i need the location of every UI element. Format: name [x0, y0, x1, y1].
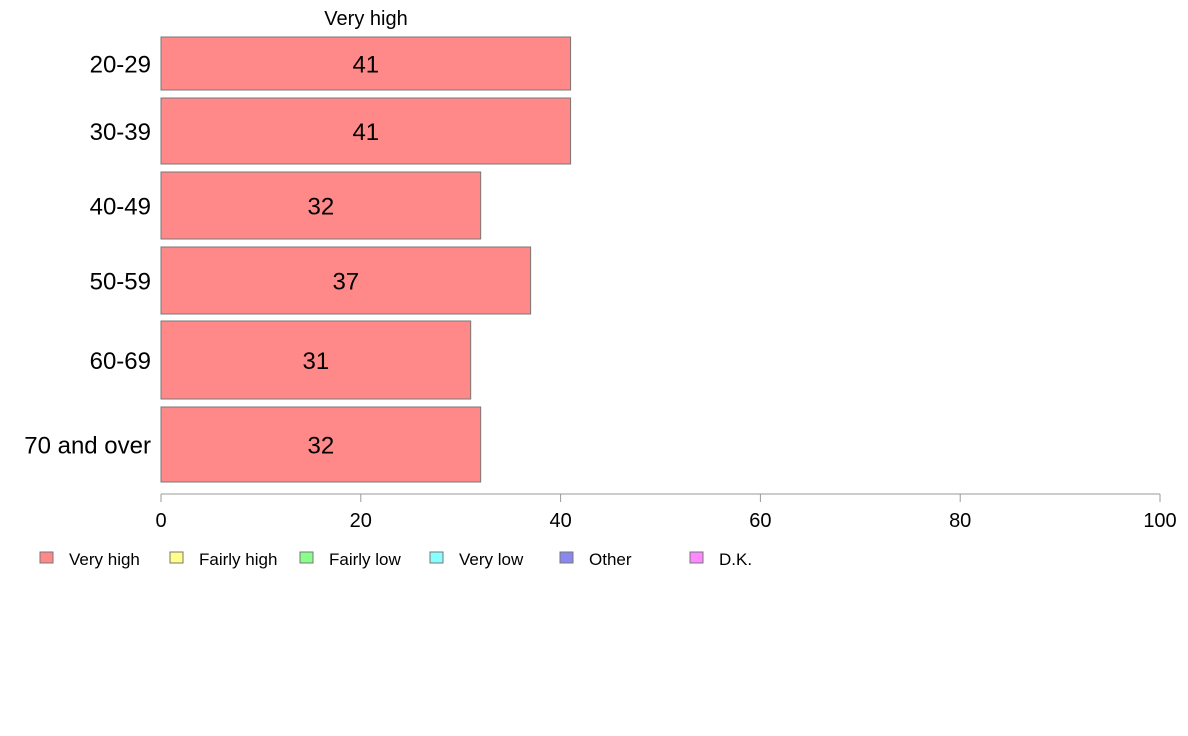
- legend-swatch: [169, 551, 184, 564]
- x-tick-label: 60: [749, 510, 771, 532]
- category-label: 50-59: [90, 269, 151, 296]
- legend-swatch: [39, 551, 54, 564]
- category-label: 20-29: [90, 52, 151, 79]
- bar-50-59: [160, 246, 532, 315]
- x-tick-label: 80: [949, 510, 971, 532]
- bar-60-69: [160, 320, 472, 400]
- bar-value-label: 32: [307, 433, 334, 460]
- category-label: 60-69: [90, 348, 151, 375]
- legend-label: Fairly low: [329, 550, 402, 569]
- legend-swatch: [299, 551, 314, 564]
- legend-label: D.K.: [719, 550, 752, 569]
- bars-group: 41 20-29 41 30-39 32 40-49 37 50-59 31 60-69 32 70 …: [24, 36, 572, 483]
- bar-value-label: 37: [332, 269, 359, 296]
- category-label: 30-39: [90, 119, 151, 146]
- bar-value-label: 41: [352, 52, 379, 79]
- category-label: 70 and over: [24, 433, 151, 460]
- legend-label: Fairly high: [199, 550, 277, 569]
- x-tick-label: 20: [350, 510, 372, 532]
- bar-value-label: 32: [307, 194, 334, 221]
- bar-30-39: [160, 97, 572, 165]
- legend-swatch: [559, 551, 574, 564]
- bar-value-label: 31: [302, 348, 329, 375]
- legend-label: Very high: [69, 550, 140, 569]
- legend-label: Very low: [459, 550, 524, 569]
- x-tick-label: 40: [549, 510, 571, 532]
- series-title: Very high: [324, 8, 407, 30]
- x-axis: 0 20 40 60 80 100: [155, 493, 1177, 532]
- legend: Very high Fairly high Fairly low Very low Ot…: [39, 550, 752, 569]
- category-label: 40-49: [90, 194, 151, 221]
- bar-40-49: [160, 171, 482, 240]
- bar-20-29: [160, 36, 572, 91]
- bar-70-and-over: [160, 406, 482, 483]
- x-tick-label: 0: [155, 510, 166, 532]
- bar-value-label: 41: [352, 119, 379, 146]
- legend-swatch: [689, 551, 704, 564]
- x-tick-label: 100: [1143, 510, 1176, 532]
- legend-label: Other: [589, 550, 632, 569]
- legend-swatch: [429, 551, 444, 564]
